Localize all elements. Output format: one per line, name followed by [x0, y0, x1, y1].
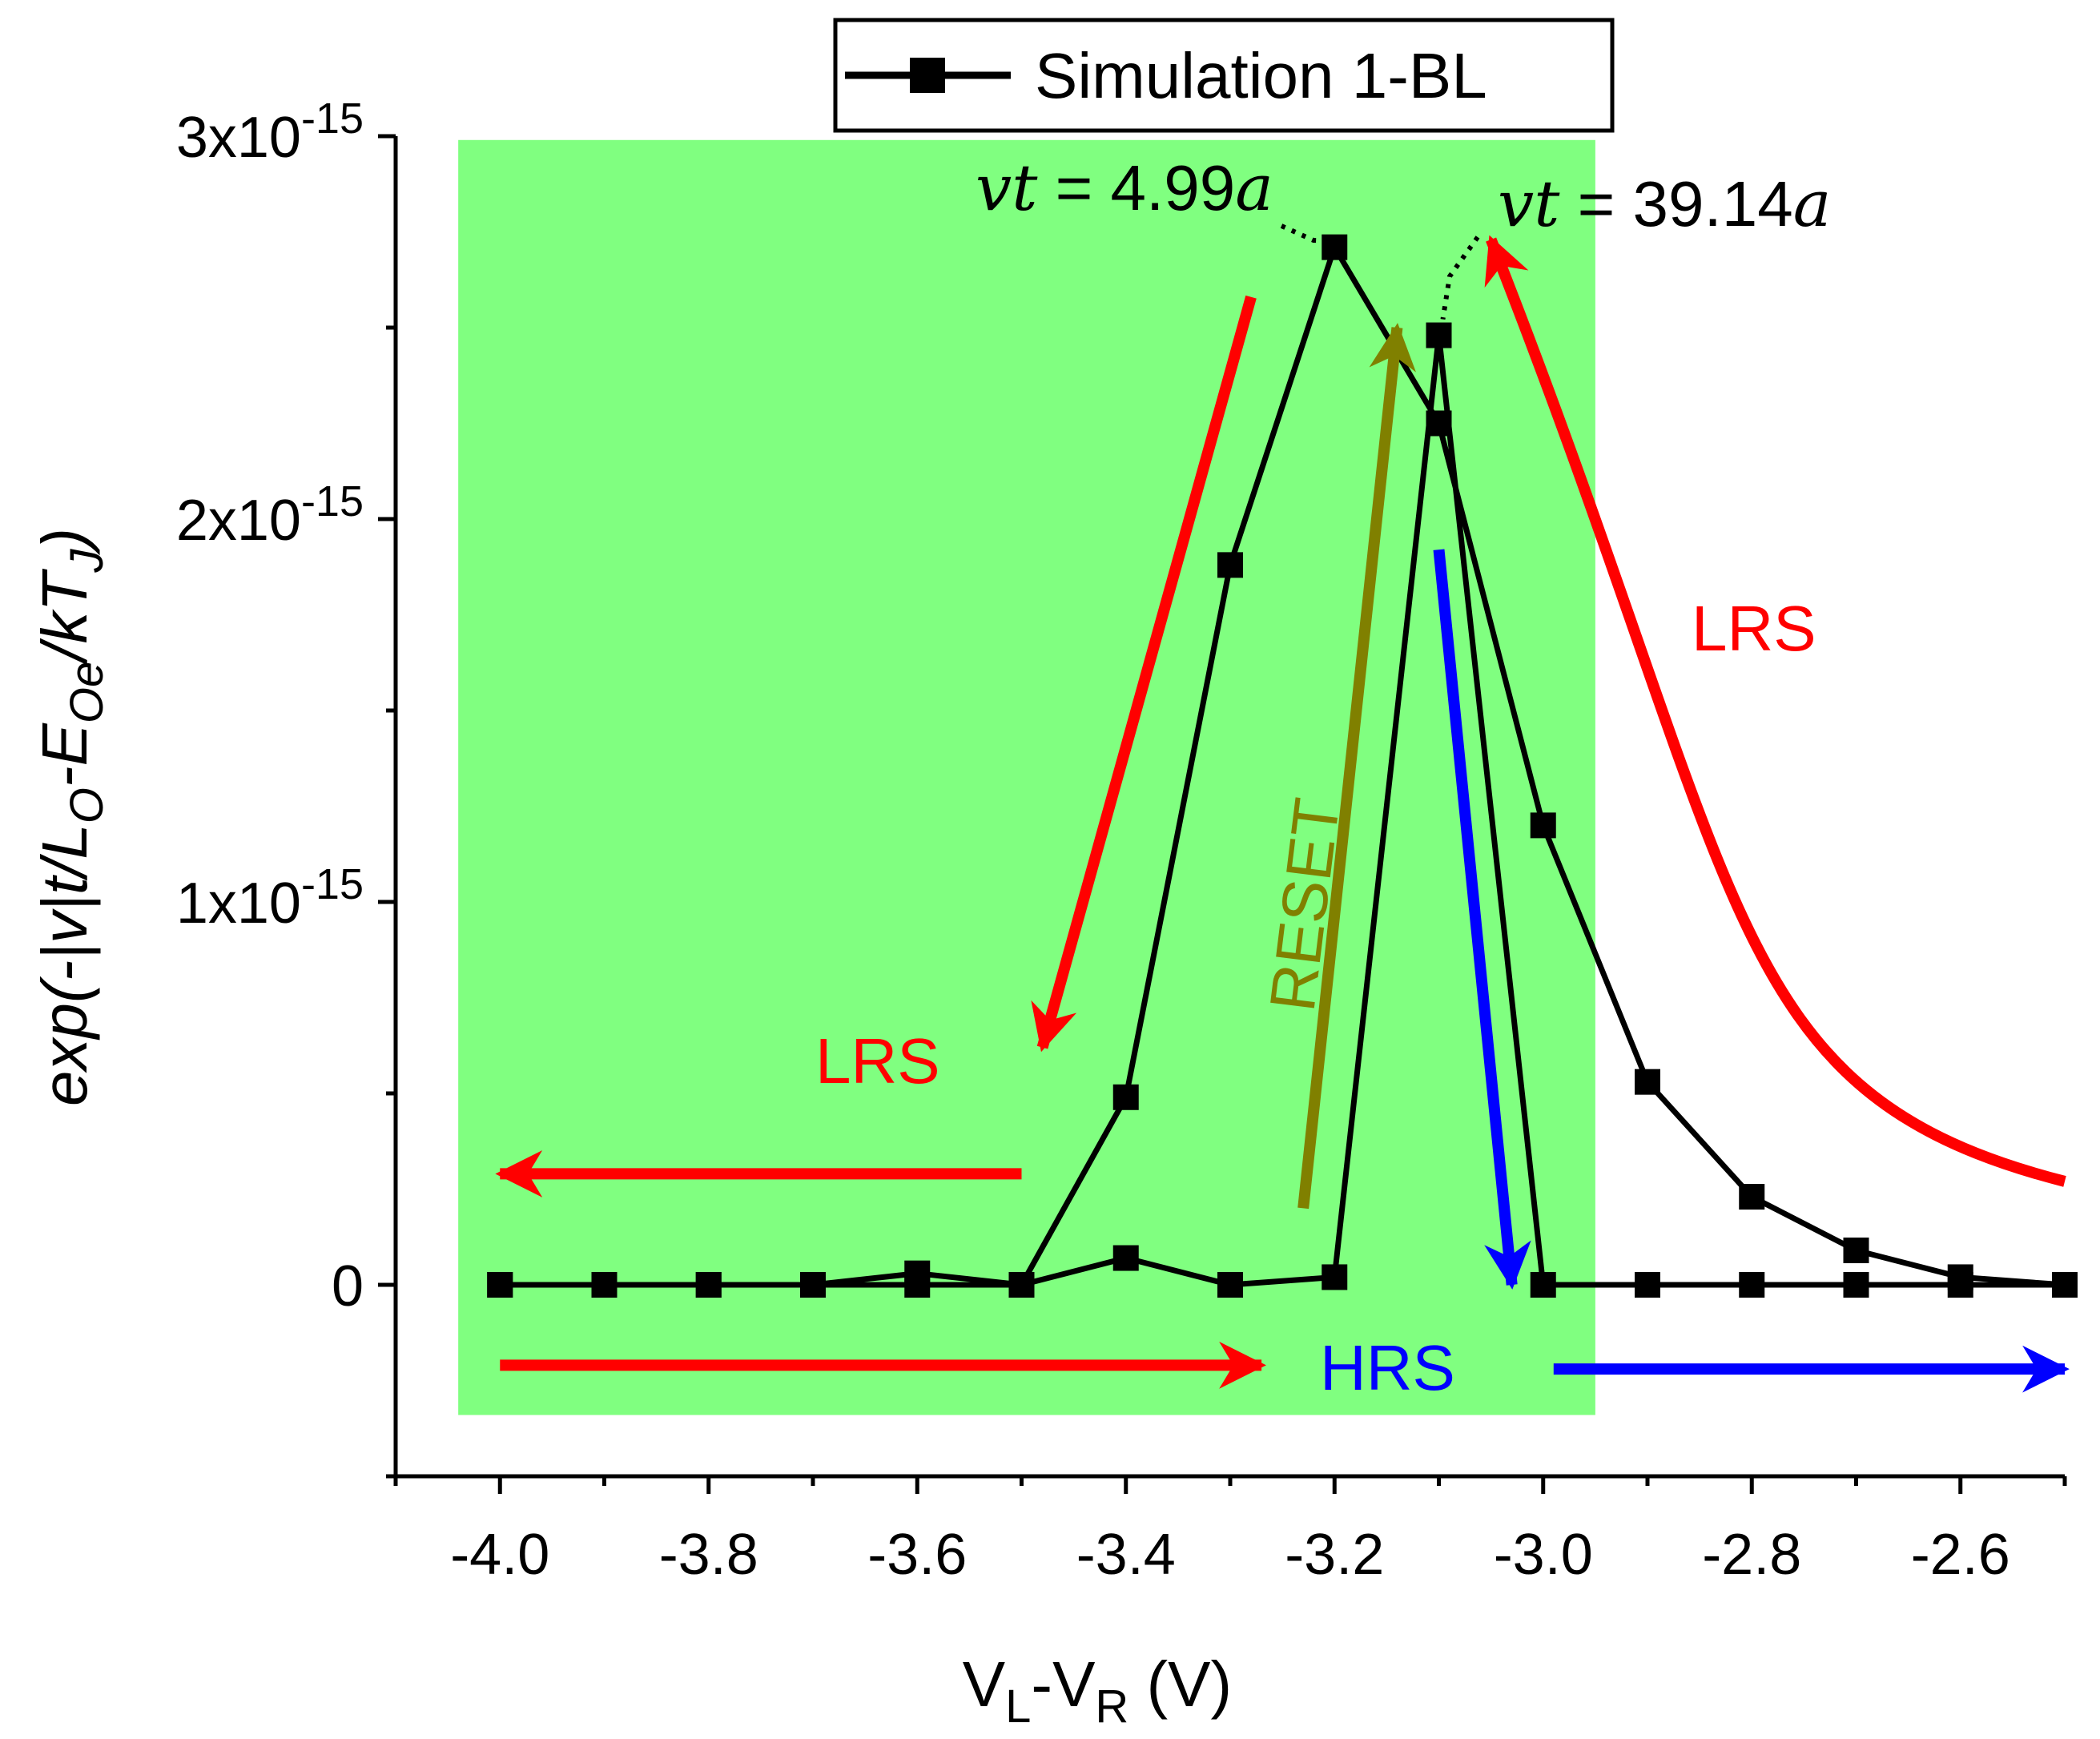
y-tick-base: 1x10	[176, 872, 301, 936]
data-point	[1426, 410, 1452, 437]
lrs-curve-arrow	[1484, 235, 2066, 1187]
data-point	[1322, 234, 1348, 260]
x-title-sub2: R	[1095, 1681, 1128, 1733]
data-point	[1426, 322, 1452, 348]
data-point	[591, 1272, 618, 1298]
x-tick-label: -4.0	[450, 1523, 549, 1587]
vt2-leader	[1440, 235, 1480, 320]
y-title-s1: O	[61, 787, 113, 823]
lrs-down-arrow	[1031, 295, 1257, 1053]
vt2-prefix: vt	[1498, 167, 1560, 241]
data-point	[1739, 1272, 1765, 1298]
vt1-leader	[1280, 223, 1327, 244]
y-tick-exp: -15	[301, 95, 364, 143]
x-tick-label: -3.6	[867, 1523, 967, 1587]
lrs-left-label: LRS	[815, 1025, 940, 1097]
data-point	[1530, 1272, 1556, 1298]
y-title-s2: Oe	[61, 662, 113, 723]
data-point	[1947, 1264, 1973, 1290]
y-tick-label: 1x10-15	[176, 860, 364, 936]
data-point	[1843, 1272, 1869, 1298]
hrs-label: HRS	[1320, 1332, 1455, 1403]
x-tick-label: -3.8	[659, 1523, 758, 1587]
x-tick-label: -3.0	[1494, 1523, 1593, 1587]
reset-arrow	[1297, 323, 1417, 1210]
x-title-sub1: L	[1005, 1681, 1031, 1733]
x-title-unit: (V)	[1128, 1648, 1232, 1720]
y-tick-label: 0	[332, 1254, 364, 1318]
x-axis-title: VL-VR (V)	[963, 1648, 1232, 1733]
y-tick-exp: -15	[301, 860, 364, 908]
data-point	[1217, 1272, 1243, 1298]
vt1-value: = 4.99	[1037, 152, 1235, 223]
y-title-p1: exp(-|v|t/L	[29, 823, 101, 1106]
data-point	[695, 1272, 722, 1298]
data-point	[2052, 1272, 2078, 1298]
hrs-down-arrow	[1433, 549, 1531, 1290]
y-title-p2: -E	[29, 722, 100, 787]
data-point	[1217, 552, 1243, 578]
y-tick-exp: -15	[301, 477, 364, 525]
vt2-suffix: a	[1793, 167, 1832, 241]
x-title-main: V	[963, 1648, 1006, 1720]
y-title-p3: /kT	[29, 569, 100, 666]
vt1-prefix: vt	[976, 151, 1038, 225]
y-tick-label: 2x10-15	[176, 477, 364, 553]
data-point	[800, 1272, 826, 1298]
ticks	[378, 134, 2067, 1494]
y-tick-base: 3x10	[176, 106, 301, 170]
data-point	[1112, 1245, 1139, 1271]
y-tick-base: 0	[332, 1254, 364, 1318]
data-point	[1322, 1264, 1348, 1290]
series-markers	[487, 234, 2078, 1298]
lrs-right-label: LRS	[1692, 593, 1816, 664]
legend-marker	[910, 58, 945, 93]
y-title-s3: J	[61, 549, 113, 574]
y-tick-label: 3x10-15	[176, 95, 364, 170]
vt1-suffix: a	[1235, 151, 1273, 225]
x-title-dash: -V	[1031, 1648, 1096, 1720]
data-point	[1635, 1069, 1660, 1095]
legend: Simulation 1-BL	[833, 18, 1615, 133]
data-point	[1530, 812, 1556, 839]
data-point	[1112, 1084, 1139, 1110]
green-region	[458, 139, 1595, 1415]
legend-label: Simulation 1-BL	[1035, 40, 1487, 111]
data-point	[904, 1272, 931, 1298]
data-point	[487, 1272, 513, 1298]
x-tick-label: -3.4	[1076, 1523, 1176, 1587]
vt1-annotation: vt = 4.99a	[976, 151, 1273, 225]
data-point	[1843, 1237, 1869, 1263]
x-tick-label: -2.6	[1911, 1523, 2010, 1587]
x-tick-labels: -4.0 -3.8 -3.6 -3.4 -3.2 -3.0 -2.8 -2.6	[450, 1523, 2010, 1587]
y-tick-base: 2x10	[176, 489, 301, 553]
data-point	[1739, 1184, 1765, 1210]
data-point	[1635, 1272, 1660, 1298]
data-point	[1008, 1272, 1035, 1298]
vt2-annotation: vt = 39.14a	[1498, 167, 1831, 241]
x-tick-label: -3.2	[1285, 1523, 1384, 1587]
vt2-value: = 39.14	[1559, 168, 1792, 240]
y-axis-title: exp(-|v|t/LO-EOe/kTJ)	[29, 528, 113, 1106]
x-tick-label: -2.8	[1702, 1523, 1801, 1587]
